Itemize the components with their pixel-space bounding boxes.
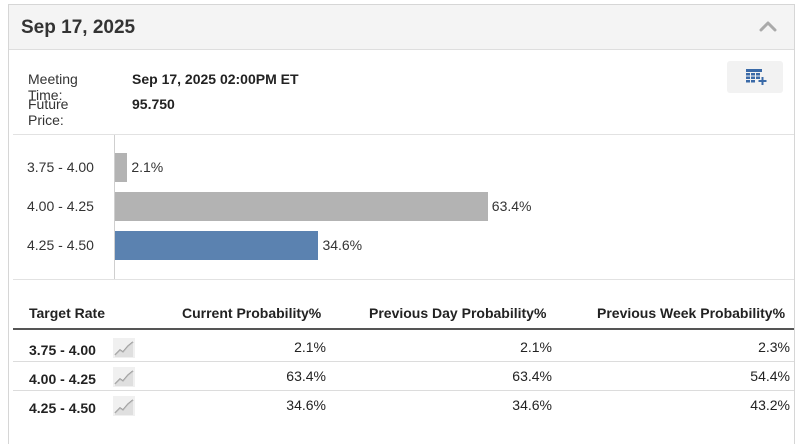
- probability-cell: 2.1%: [294, 339, 326, 355]
- panel-header[interactable]: Sep 17, 2025: [9, 5, 794, 50]
- probability-cell: 34.6%: [286, 397, 326, 413]
- table-row: 4.00 - 4.25 63.4% 63.4% 54.4%: [13, 361, 794, 390]
- row-divider: [13, 361, 794, 362]
- header-previous-day-probability: Previous Day Probability%: [369, 305, 547, 321]
- meeting-time-label: Meeting Time:: [28, 71, 78, 103]
- header-previous-week-probability: Previous Week Probability%: [597, 305, 786, 321]
- bar-value-label: 63.4%: [491, 198, 532, 214]
- row-divider: [13, 390, 794, 391]
- probability-cell: 2.3%: [758, 339, 790, 355]
- meeting-time-value: Sep 17, 2025 02:00PM ET: [132, 71, 299, 87]
- table-row: 4.25 - 4.50 34.6% 34.6% 43.2%: [13, 390, 794, 419]
- chart-axis: [114, 135, 115, 279]
- target-rate-cell: 4.00 - 4.25: [29, 371, 96, 387]
- bar-category-label: 4.00 - 4.25: [27, 198, 94, 214]
- bar-category-label: 3.75 - 4.00: [27, 159, 94, 175]
- probability-bar: [115, 231, 319, 260]
- divider: [13, 279, 794, 280]
- chevron-up-icon[interactable]: [756, 15, 780, 39]
- header-current-probability: Current Probability%: [182, 305, 322, 321]
- bar-value-label: 2.1%: [131, 159, 164, 175]
- probability-bar: [115, 192, 488, 221]
- probability-cell: 63.4%: [512, 368, 552, 384]
- table-row: 3.75 - 4.00 2.1% 2.1% 2.3%: [13, 332, 794, 361]
- export-button[interactable]: [727, 61, 783, 93]
- meeting-date-title: Sep 17, 2025: [21, 17, 136, 38]
- divider: [13, 134, 794, 135]
- sparkline-icon[interactable]: [113, 338, 135, 358]
- table-header-rule: [13, 328, 794, 330]
- target-rate-cell: 4.25 - 4.50: [29, 400, 96, 416]
- probability-cell: 43.2%: [750, 397, 790, 413]
- bar-value-label: 34.6%: [322, 237, 363, 253]
- probability-cell: 34.6%: [512, 397, 552, 413]
- bar-category-label: 4.25 - 4.50: [27, 237, 94, 253]
- probability-bar: [115, 153, 128, 182]
- meeting-panel: Sep 17, 2025 Meeting Time: Sep 17, 2025 …: [8, 4, 795, 444]
- target-rate-cell: 3.75 - 4.00: [29, 342, 96, 358]
- future-price-value: 95.750: [132, 96, 175, 112]
- spreadsheet-add-icon: [745, 68, 767, 91]
- sparkline-icon[interactable]: [113, 367, 135, 387]
- future-price-label: Future Price:: [28, 96, 69, 128]
- probability-cell: 63.4%: [286, 368, 326, 384]
- probability-cell: 2.1%: [520, 339, 552, 355]
- header-target-rate: Target Rate: [29, 305, 105, 321]
- probability-cell: 54.4%: [750, 368, 790, 384]
- sparkline-icon[interactable]: [113, 396, 135, 416]
